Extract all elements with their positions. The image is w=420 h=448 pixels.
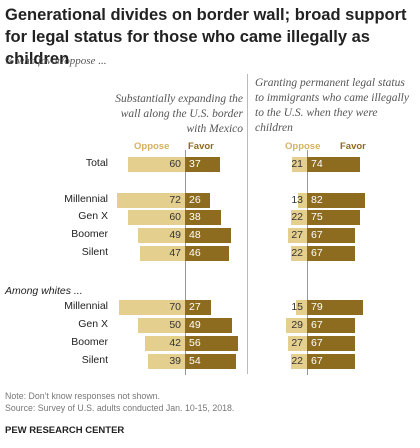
value-label-oppose: 49 <box>169 229 181 241</box>
source-text: Source: Survey of U.S. adults conducted … <box>5 403 235 413</box>
bar-oppose <box>138 228 185 243</box>
value-label-oppose: 72 <box>169 194 181 206</box>
panel-divider <box>247 74 248 374</box>
bar-favor <box>307 318 355 333</box>
row-label: Gen X <box>78 318 108 330</box>
value-label-oppose: 60 <box>169 158 181 170</box>
value-label-favor: 26 <box>189 194 201 206</box>
bar-favor <box>185 336 239 351</box>
bar-favor <box>185 228 231 243</box>
row-label: Millennial <box>64 193 108 205</box>
bar-favor <box>185 193 210 208</box>
value-label-favor: 79 <box>311 301 323 313</box>
legend-oppose-legal: Oppose <box>285 141 321 152</box>
chart-title: Generational divides on border wall; bro… <box>5 6 407 68</box>
value-label-favor: 46 <box>189 247 201 259</box>
bar-oppose <box>116 193 185 208</box>
value-label-favor: 38 <box>189 211 201 223</box>
bar-oppose <box>145 336 185 351</box>
value-label-oppose: 60 <box>169 211 181 223</box>
panel-title-legal-status: Granting permanent legal status to immig… <box>255 77 409 134</box>
value-label-oppose: 22 <box>291 355 303 367</box>
note-text: Note: Don’t know responses not shown. <box>5 391 161 401</box>
value-label-oppose: 27 <box>291 337 303 349</box>
row-label: Silent <box>81 354 108 366</box>
row-label: Gen X <box>78 210 108 222</box>
value-label-oppose: 27 <box>291 229 303 241</box>
bar-oppose <box>291 210 307 225</box>
center-axis <box>307 150 308 375</box>
row-label: Silent <box>81 246 108 258</box>
value-label-oppose: 70 <box>169 301 181 313</box>
bar-favor <box>307 354 355 369</box>
value-label-favor: 67 <box>311 319 323 331</box>
bar-oppose <box>128 157 185 172</box>
row-label: Millennial <box>64 300 108 312</box>
bar-oppose <box>297 193 307 208</box>
bar-favor <box>185 210 222 225</box>
center-axis <box>185 150 186 375</box>
value-label-favor: 54 <box>189 355 201 367</box>
row-label: Boomer <box>71 228 108 240</box>
bar-oppose <box>287 228 307 243</box>
bar-oppose <box>296 300 307 315</box>
value-label-favor: 67 <box>311 247 323 259</box>
bar-favor <box>307 157 360 172</box>
value-label-oppose: 22 <box>291 247 303 259</box>
value-label-oppose: 15 <box>291 301 303 313</box>
bar-oppose <box>140 246 185 261</box>
legend-favor-legal: Favor <box>340 141 366 152</box>
value-label-oppose: 22 <box>291 211 303 223</box>
section-label-whites: Among whites ... <box>5 285 83 297</box>
bar-oppose <box>287 336 307 351</box>
value-label-favor: 67 <box>311 229 323 241</box>
bar-favor <box>307 246 355 261</box>
value-label-favor: 74 <box>311 158 323 170</box>
bar-favor <box>185 157 221 172</box>
bar-favor <box>307 336 355 351</box>
brand-text: PEW RESEARCH CENTER <box>5 425 125 436</box>
value-label-favor: 56 <box>189 337 201 349</box>
bar-favor <box>307 210 361 225</box>
value-label-oppose: 29 <box>291 319 303 331</box>
row-label: Boomer <box>71 336 108 348</box>
value-label-oppose: 47 <box>169 247 181 259</box>
legend-favor-wall: Favor <box>188 141 214 152</box>
value-label-favor: 37 <box>189 158 201 170</box>
panel-title-wall: Substantially expanding the wall along t… <box>115 93 243 135</box>
bar-favor <box>185 300 211 315</box>
value-label-oppose: 50 <box>169 319 181 331</box>
bar-oppose <box>147 354 185 369</box>
value-label-favor: 27 <box>189 301 201 313</box>
bar-favor <box>307 228 355 243</box>
bar-oppose <box>291 354 307 369</box>
chart-subtitle: % who favor/oppose ... <box>5 55 107 67</box>
bar-favor <box>185 318 232 333</box>
value-label-favor: 48 <box>189 229 201 241</box>
value-label-oppose: 21 <box>291 158 303 170</box>
bar-favor <box>307 193 366 208</box>
value-label-favor: 67 <box>311 355 323 367</box>
value-label-oppose: 13 <box>291 194 303 206</box>
value-label-favor: 75 <box>311 211 323 223</box>
value-label-oppose: 42 <box>169 337 181 349</box>
bar-oppose <box>286 318 307 333</box>
bar-oppose <box>291 246 307 261</box>
legend-oppose-wall: Oppose <box>134 141 170 152</box>
value-label-oppose: 39 <box>169 355 181 367</box>
value-label-favor: 82 <box>311 194 323 206</box>
bar-favor <box>185 354 237 369</box>
bar-oppose <box>137 318 185 333</box>
value-label-favor: 67 <box>311 337 323 349</box>
value-label-favor: 49 <box>189 319 201 331</box>
bar-oppose <box>292 157 307 172</box>
bar-favor <box>307 300 364 315</box>
bar-oppose <box>128 210 185 225</box>
bar-favor <box>185 246 229 261</box>
bar-oppose <box>118 300 185 315</box>
row-label: Total <box>85 157 108 169</box>
